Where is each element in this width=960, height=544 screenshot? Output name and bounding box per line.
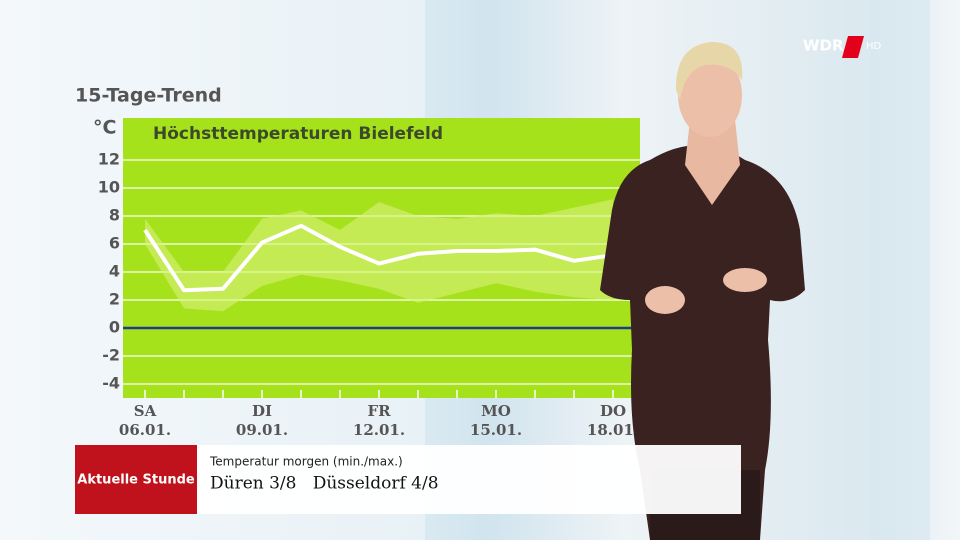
x-tick-label: 12.01. bbox=[353, 421, 405, 439]
x-tick-weekday: DO bbox=[600, 402, 626, 420]
x-tick-weekday: DI bbox=[252, 402, 272, 420]
x-tick-label: 18.01. bbox=[587, 421, 639, 439]
logo-suffix: HD bbox=[866, 41, 882, 52]
y-tick-label: 4 bbox=[109, 262, 120, 281]
presenter bbox=[600, 42, 805, 540]
presenter-hand bbox=[723, 268, 767, 292]
y-tick-label: -2 bbox=[102, 346, 120, 365]
ticker-caption: Temperatur morgen (min./max.) bbox=[209, 455, 403, 469]
logo-bar bbox=[842, 36, 864, 58]
chart-title: 15-Tage-Trend bbox=[75, 85, 222, 107]
chart-subtitle: Höchsttemperaturen Bielefeld bbox=[153, 124, 443, 144]
y-tick-label: 10 bbox=[98, 178, 120, 197]
ticker-text: Düren 3/8 Düsseldorf 4/8 bbox=[210, 474, 439, 494]
presenter-face bbox=[678, 53, 742, 137]
channel-logo: WDR HD bbox=[803, 36, 882, 58]
presenter-dress bbox=[600, 145, 805, 540]
y-tick-label: -4 bbox=[102, 374, 120, 393]
x-tick-label: 15.01. bbox=[470, 421, 522, 439]
temperature-line bbox=[143, 223, 614, 293]
x-tick-weekday: SA bbox=[134, 402, 157, 420]
chart: 15-Tage-Trend °C Höchsttemperaturen Biel… bbox=[75, 85, 640, 439]
presenter-hand bbox=[645, 286, 685, 314]
x-tick-weekday: MO bbox=[481, 402, 511, 420]
ticker-brand: Aktuelle Stunde bbox=[77, 473, 195, 488]
y-tick-label: 12 bbox=[98, 150, 120, 169]
presenter-neck bbox=[685, 120, 740, 205]
y-tick-label: 8 bbox=[109, 206, 120, 225]
presenter-hair bbox=[675, 42, 743, 100]
y-tick-label: 0 bbox=[109, 318, 120, 337]
x-tick-weekday: FR bbox=[367, 402, 391, 420]
studio-panel bbox=[870, 0, 930, 540]
lower-third: Aktuelle Stunde Temperatur morgen (min./… bbox=[75, 445, 741, 514]
y-tick-label: 6 bbox=[109, 234, 120, 253]
x-tick-label: 09.01. bbox=[236, 421, 288, 439]
x-tick-label: 06.01. bbox=[119, 421, 171, 439]
range-band bbox=[145, 199, 613, 312]
y-tick-label: 2 bbox=[109, 290, 120, 309]
y-axis-label: °C bbox=[93, 117, 116, 139]
logo: WDR bbox=[803, 37, 844, 55]
ticker-brand-box bbox=[75, 445, 197, 514]
